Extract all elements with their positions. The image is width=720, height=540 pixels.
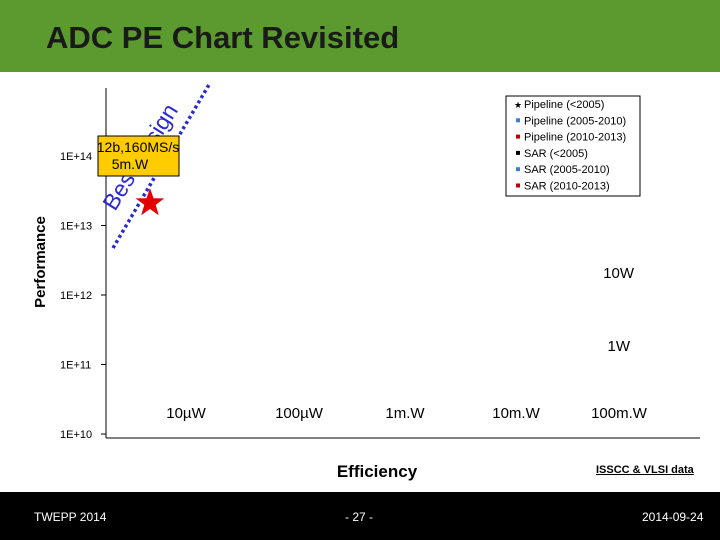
callout-line2: 5m.W	[112, 156, 149, 172]
x-tick-label: 100µW	[275, 405, 324, 422]
x-tick-label: 1m.W	[385, 405, 425, 422]
power-label-1w: 1W	[608, 338, 631, 355]
y-tick-label: 1E+10	[60, 429, 92, 441]
y-tick-group: 1E+10 1E+11 1E+12 1E+13 1E+14	[60, 151, 106, 441]
slide-title: ADC PE Chart Revisited	[46, 20, 400, 55]
footer-date: 2014-09-24	[642, 510, 704, 524]
legend-label: SAR (2010-2013)	[524, 181, 610, 193]
x-axis-label: Efficiency	[337, 462, 418, 481]
y-axis-label: Performance	[32, 216, 49, 308]
legend: ★ Pipeline (<2005) Pipeline (2005-2010) Pip…	[505, 95, 641, 197]
x-tick-label: 10m.W	[492, 405, 540, 422]
legend-marker-star: ★	[514, 100, 522, 110]
y-tick-label: 1E+11	[60, 360, 91, 372]
legend-label: SAR (<2005)	[524, 148, 588, 160]
best-design-star	[135, 188, 165, 216]
x-tick-label: 10µW	[166, 405, 206, 422]
legend-box	[505, 95, 641, 197]
footer-bar	[0, 492, 720, 540]
y-tick-label: 1E+12	[60, 290, 92, 302]
callout-box	[97, 135, 180, 177]
footer-left: TWEPP 2014	[34, 510, 107, 524]
legend-label: Pipeline (<2005)	[524, 99, 604, 111]
x-tick-label: 100m.W	[591, 405, 648, 422]
y-tick-label: 1E+13	[60, 221, 92, 233]
legend-label: Pipeline (2005-2010)	[524, 115, 626, 127]
x-tick-group: 10µW 100µW 1m.W 10m.W 100m.W	[166, 405, 648, 422]
power-label-10w: 10W	[603, 265, 635, 282]
page-number: - 27 -	[345, 510, 374, 524]
legend-marker	[516, 118, 520, 123]
title-bar	[0, 0, 720, 72]
callout-line1: 12b,160MS/s	[97, 139, 180, 155]
source-note: ISSCC & VLSI data	[596, 464, 694, 476]
y-tick-label: 1E+14	[60, 151, 92, 163]
legend-marker	[516, 167, 520, 172]
legend-marker	[516, 183, 520, 188]
legend-marker	[516, 150, 520, 155]
legend-label: SAR (2005-2010)	[524, 164, 610, 176]
legend-label: Pipeline (2010-2013)	[524, 132, 626, 144]
best-design-line	[111, 82, 212, 249]
legend-marker	[516, 134, 520, 139]
